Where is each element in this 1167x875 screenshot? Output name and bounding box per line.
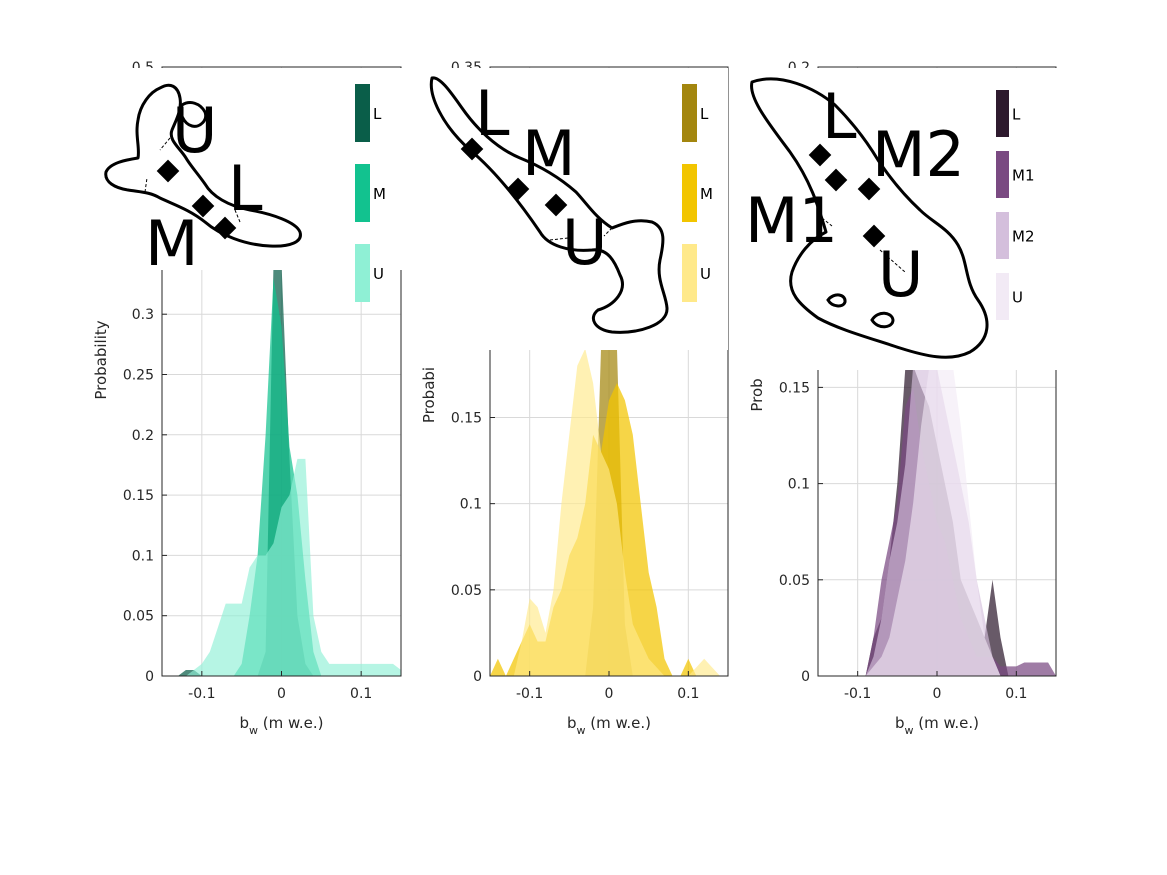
area-series-U (185, 458, 401, 676)
map-label-L: L (475, 77, 510, 150)
map-label-L: L (228, 152, 263, 225)
glacier-outline (104, 83, 302, 248)
glacier-outline (750, 77, 989, 359)
legend-swatch-U (682, 244, 697, 302)
y-axis-label: Prob (748, 378, 766, 411)
legend-swatch-M1 (996, 151, 1009, 198)
legend-label-M: M (700, 185, 713, 203)
legend-label-L: L (373, 105, 382, 123)
y-tick-label: 0.15 (451, 410, 482, 426)
area-series-U (513, 348, 721, 676)
x-axis-label-main: b (895, 714, 905, 732)
map-label-M2: M2 (872, 118, 965, 191)
map-label-U: U (878, 238, 923, 311)
y-tick-label: 0 (801, 669, 810, 685)
y-tick-label: 0.05 (123, 609, 154, 625)
y-axis-label: Probabi (420, 367, 438, 423)
map-label-M1: M1 (745, 184, 838, 257)
legend-label-U: U (373, 265, 384, 283)
y-tick-label: 0.15 (123, 488, 154, 504)
x-tick-label: -0.1 (844, 686, 871, 702)
x-tick-label: 0.1 (677, 686, 699, 702)
x-axis-label-main: b (239, 714, 249, 732)
y-tick-label: 0 (473, 669, 482, 685)
legend-label-L: L (1012, 106, 1021, 124)
x-tick-label: 0 (277, 686, 286, 702)
y-axis-label: Probability (92, 320, 110, 399)
flowline-divider (144, 137, 241, 223)
y-tick-label: 0.05 (779, 573, 810, 589)
legend-label-U: U (700, 265, 711, 283)
legend-swatch-M2 (996, 212, 1009, 259)
y-tick-label: 0.15 (779, 380, 810, 396)
y-tick-label: 0.1 (460, 497, 482, 513)
x-tick-label: -0.1 (516, 686, 543, 702)
legend-swatch-M (682, 164, 697, 222)
legend-swatch-M (355, 164, 370, 222)
panel-3: -0.100.100.050.10.150.2bw (m w.e.)ProbLM… (745, 60, 1057, 737)
x-tick-label: -0.1 (188, 686, 215, 702)
map-label-M: M (522, 117, 576, 190)
legend-swatch-L (682, 84, 697, 142)
glacier-outline-inner (826, 293, 895, 329)
x-axis-label-subscript: w (577, 724, 586, 737)
x-axis-label-main: b (567, 714, 577, 732)
x-tick-label: 0 (605, 686, 614, 702)
legend-label-M: M (373, 185, 386, 203)
map-label-M: M (145, 207, 199, 280)
x-tick-label: 0.1 (350, 686, 372, 702)
legend-swatch-U (355, 244, 370, 302)
legend-label-M1: M1 (1012, 167, 1035, 185)
panel-1: -0.100.100.050.10.150.20.250.30.5bw (m w… (92, 60, 402, 737)
x-axis-label-units: (m w.e.) (586, 714, 652, 732)
area-series-U (865, 365, 1001, 676)
y-tick-label: 0.25 (123, 368, 154, 384)
x-axis-label-subscript: w (249, 724, 258, 737)
x-axis-label-subscript: w (905, 724, 914, 737)
x-axis-label: bw (m w.e.) (895, 714, 979, 737)
legend-swatch-U (996, 273, 1009, 320)
y-tick-label: 0.1 (132, 548, 154, 564)
legend-label-M2: M2 (1012, 228, 1035, 246)
x-axis-label: bw (m w.e.) (567, 714, 651, 737)
y-tick-label: 0.1 (788, 477, 810, 493)
legend-label-L: L (700, 105, 709, 123)
flowline-divider (821, 217, 906, 273)
y-tick-label: 0.05 (451, 583, 482, 599)
map-label-L: L (822, 80, 857, 153)
legend-swatch-L (355, 84, 370, 142)
x-tick-label: 0 (933, 686, 942, 702)
x-axis-label: bw (m w.e.) (239, 714, 323, 737)
flowline-divider (549, 227, 613, 241)
legend-label-U: U (1012, 289, 1023, 307)
map-label-U: U (172, 94, 217, 167)
x-axis-label-units: (m w.e.) (914, 714, 980, 732)
y-tick-label: 0 (145, 669, 154, 685)
x-tick-label: 0.1 (1005, 686, 1027, 702)
glacier-outline-inner (179, 101, 208, 128)
legend-swatch-L (996, 90, 1009, 137)
panel-2: -0.100.100.050.10.150.35bw (m w.e.)Proba… (420, 60, 729, 737)
x-axis-label-units: (m w.e.) (258, 714, 324, 732)
y-tick-label: 0.3 (132, 307, 154, 323)
y-tick-label: 0.2 (132, 428, 154, 444)
map-label-U: U (562, 206, 607, 279)
